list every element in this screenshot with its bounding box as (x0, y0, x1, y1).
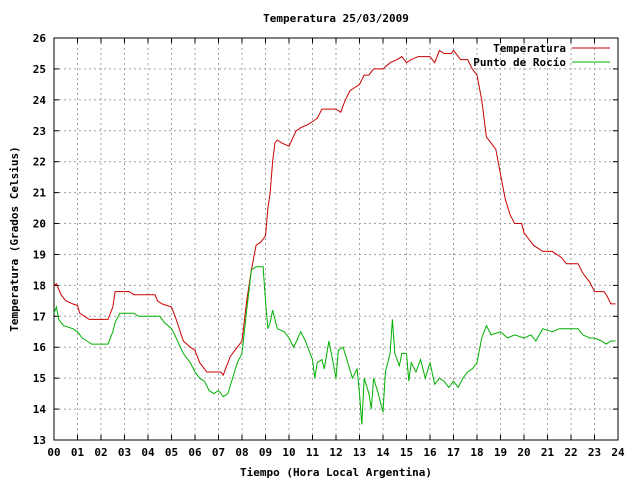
x-tick-label: 05 (165, 446, 178, 459)
x-tick-label: 13 (353, 446, 366, 459)
x-tick-label: 18 (470, 446, 483, 459)
series-line-punto-de-rocio (53, 266, 616, 425)
y-axis-label: Temperatura (Grados Celsius) (8, 146, 21, 331)
y-tick-label: 26 (33, 32, 47, 45)
y-tick-label: 21 (33, 187, 47, 200)
x-tick-label: 01 (71, 446, 85, 459)
y-tick-label: 20 (33, 218, 46, 231)
legend-label-punto-de-rocio: Punto de Rocío (473, 56, 566, 69)
ticks (53, 37, 619, 441)
y-tick-label: 15 (33, 372, 46, 385)
x-tick-label: 23 (588, 446, 601, 459)
x-tick-label: 14 (376, 446, 390, 459)
y-tick-label: 16 (33, 341, 47, 354)
y-tick-label: 24 (33, 94, 47, 107)
x-tick-label: 00 (47, 446, 60, 459)
y-tick-label: 13 (33, 434, 46, 447)
x-tick-label: 24 (611, 446, 625, 459)
x-tick-label: 03 (118, 446, 131, 459)
y-tick-label: 23 (33, 125, 46, 138)
chart-title: Temperatura 25/03/2009 (263, 12, 409, 25)
y-tick-label: 25 (33, 63, 46, 76)
x-tick-label: 06 (188, 446, 202, 459)
x-tick-label: 15 (400, 446, 413, 459)
x-tick-label: 17 (447, 446, 460, 459)
x-tick-label: 09 (259, 446, 272, 459)
series (53, 49, 616, 425)
x-tick-label: 12 (329, 446, 342, 459)
y-tick-label: 19 (33, 248, 46, 261)
x-tick-label: 16 (423, 446, 437, 459)
y-tick-label: 17 (33, 310, 46, 323)
x-tick-label: 07 (212, 446, 225, 459)
series-line-temperatura (53, 49, 616, 377)
legend: Temperatura Punto de Rocío (473, 42, 610, 69)
y-tick-label: 22 (33, 156, 46, 169)
tick-labels: 00 01 02 03 04 05 06 07 08 09 10 11 12 13 14 15 16 17 18 19… (33, 32, 625, 459)
x-tick-label: 19 (494, 446, 507, 459)
x-tick-label: 20 (517, 446, 530, 459)
x-tick-label: 10 (282, 446, 295, 459)
x-tick-label: 08 (235, 446, 248, 459)
x-tick-label: 04 (141, 446, 155, 459)
x-axis-label: Tiempo (Hora Local Argentina) (240, 466, 432, 479)
legend-label-temperatura: Temperatura (493, 42, 566, 55)
x-tick-label: 11 (306, 446, 320, 459)
y-tick-label: 18 (33, 279, 46, 292)
x-tick-label: 02 (94, 446, 107, 459)
x-tick-label: 21 (541, 446, 555, 459)
x-tick-label: 22 (564, 446, 577, 459)
y-tick-label: 14 (33, 403, 47, 416)
grid (54, 38, 618, 440)
